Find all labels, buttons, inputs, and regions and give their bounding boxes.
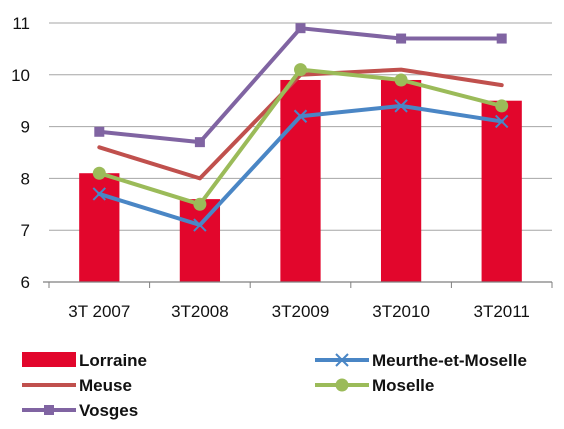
- data-point: [92, 187, 107, 201]
- y-tick-label: 8: [21, 169, 30, 188]
- x-axis: [43, 281, 553, 288]
- y-tick-label: 6: [21, 273, 30, 292]
- data-point: [44, 405, 54, 415]
- data-point: [193, 218, 207, 232]
- y-tick-label: 11: [12, 14, 30, 33]
- bar-series: [79, 79, 522, 282]
- data-point: [293, 109, 308, 123]
- data-point: [394, 73, 408, 87]
- data-point: [495, 99, 509, 113]
- legend-label: Moselle: [372, 376, 434, 395]
- data-point: [94, 126, 105, 137]
- data-point: [394, 99, 408, 113]
- data-point: [335, 353, 349, 367]
- y-tick-label: 9: [21, 118, 30, 137]
- bar: [380, 79, 422, 282]
- legend-swatch: [22, 352, 76, 367]
- data-point: [396, 33, 407, 44]
- y-tick-label: 10: [11, 66, 30, 85]
- legend-label: Lorraine: [79, 351, 147, 370]
- legend-label: Meurthe-et-Moselle: [372, 351, 527, 370]
- data-point: [335, 378, 349, 392]
- bar: [79, 173, 120, 282]
- data-point: [294, 63, 307, 77]
- y-tick-label: 7: [21, 221, 30, 240]
- bar: [280, 79, 321, 282]
- data-point: [92, 166, 106, 180]
- data-point: [193, 197, 207, 211]
- x-tick-label: 3T2010: [372, 302, 430, 321]
- x-axis-ticks: 3T 2007 3T2008 3T2009 3T2010 3T2011: [68, 302, 530, 321]
- legend-label: Vosges: [79, 401, 138, 420]
- legend: Lorraine Meurthe-et-Moselle Meuse Moselle Vo…: [22, 351, 527, 420]
- data-point: [295, 23, 306, 34]
- x-tick-label: 3T2008: [171, 302, 229, 321]
- x-tick-label: 3T2009: [272, 302, 330, 321]
- legend-label: Meuse: [79, 376, 132, 395]
- x-tick-label: 3T2011: [473, 302, 529, 321]
- y-axis-ticks: 6 7 8 9 10 11: [11, 14, 30, 292]
- line-series: [92, 23, 509, 232]
- data-point: [496, 33, 507, 44]
- data-point: [494, 114, 509, 129]
- x-tick-label: 3T 2007: [68, 302, 130, 321]
- bar: [481, 100, 522, 282]
- data-point: [194, 137, 205, 148]
